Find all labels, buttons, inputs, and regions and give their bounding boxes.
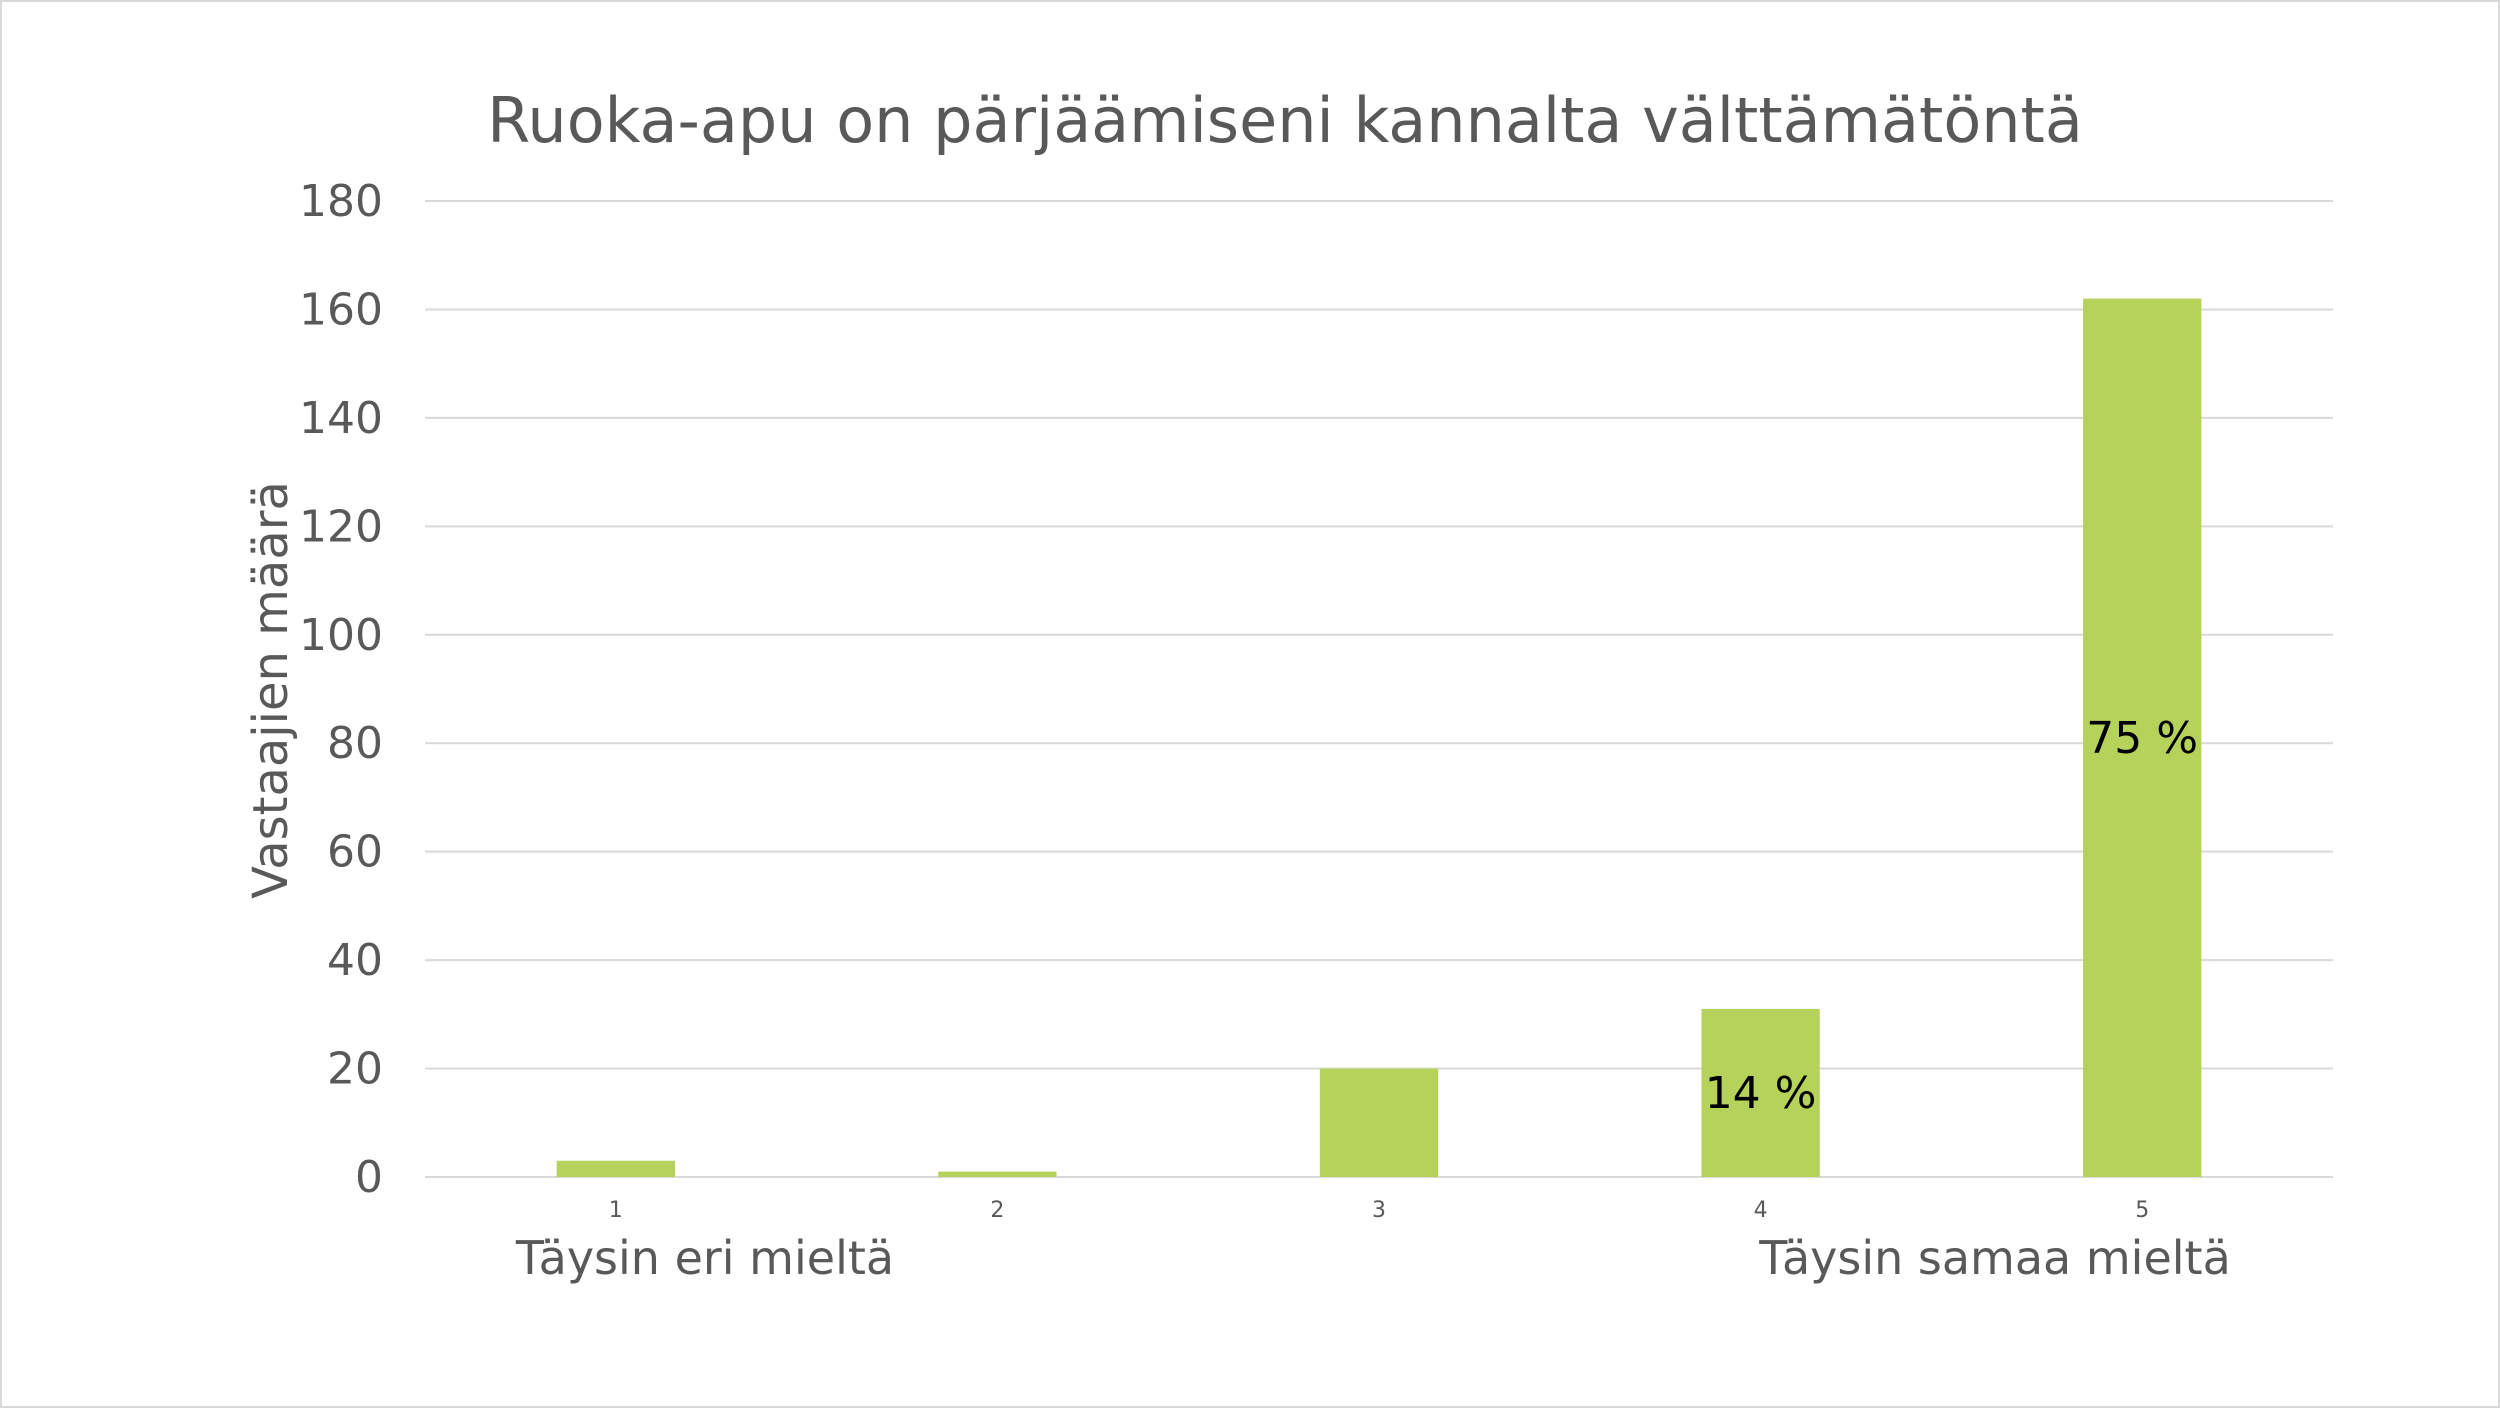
x-axis-ticks: 1 2 3 4 5 [609,1198,2149,1223]
chart-title: Ruoka-apu on pärjäämiseni kannalta vältt… [487,84,2083,157]
x-tick-label: 1 [609,1198,623,1223]
y-axis-title: Vastaajien määrä [243,481,299,899]
bar-2 [938,1171,1057,1177]
y-tick-label: 20 [327,1044,383,1095]
y-tick-label: 160 [299,284,383,335]
x-tick-label: 4 [1754,1198,1768,1223]
y-tick-label: 80 [327,718,383,769]
data-labels: 14 % 75 % [1705,713,2198,1119]
y-tick-label: 0 [355,1152,383,1203]
y-tick-label: 120 [299,501,383,552]
gridlines [425,200,2333,1178]
y-tick-label: 140 [299,393,383,444]
y-tick-label: 100 [299,610,383,661]
data-label-4: 14 % [1705,1068,1817,1119]
bars [556,298,2202,1178]
x-tick-label: 5 [2135,1198,2149,1223]
y-tick-label: 40 [327,935,383,986]
x-tick-label: 2 [990,1198,1004,1223]
y-tick-label: 180 [299,176,383,227]
data-label-5: 75 % [2086,713,2198,764]
bar-3 [1319,1068,1439,1177]
y-axis-ticks: 0 20 40 60 80 100 120 140 160 180 [299,176,383,1203]
bar-1 [556,1160,675,1177]
annotation-right: Täysin samaa mieltä [1758,1231,2231,1285]
bar-4 [1701,1008,1820,1177]
bar-5 [2083,298,2202,1178]
annotation-left: Täysin eri mieltä [515,1231,894,1285]
x-tick-label: 3 [1372,1198,1386,1223]
y-tick-label: 60 [327,827,383,878]
